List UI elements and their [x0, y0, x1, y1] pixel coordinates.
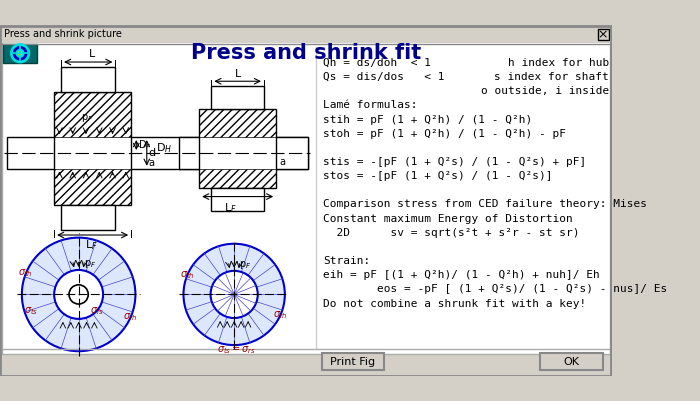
Text: L: L: [234, 69, 241, 79]
Text: L$_F$: L$_F$: [85, 239, 98, 252]
Circle shape: [11, 45, 29, 62]
Text: eih = pF [(1 + Q²h)/ (1 - Q²h) + nuh]/ Eh: eih = pF [(1 + Q²h)/ (1 - Q²h) + nuh]/ E…: [323, 270, 600, 280]
Bar: [0, 25, 612, 43]
Text: D$_H$: D$_H$: [155, 142, 172, 156]
Text: stoh = pF (1 + Q²h) / (1 - Q²h) - pF: stoh = pF (1 + Q²h) / (1 - Q²h) - pF: [323, 129, 566, 139]
Text: Press and shrink fit: Press and shrink fit: [190, 43, 421, 63]
Text: L$_F$: L$_F$: [224, 201, 237, 215]
Text: stih = pF (1 + Q²h) / (1 - Q²h): stih = pF (1 + Q²h) / (1 - Q²h): [323, 115, 533, 124]
Text: p$_F$: p$_F$: [84, 259, 96, 270]
Text: D$_F$: D$_F$: [138, 138, 152, 152]
Bar: [211, 188, 264, 211]
Text: $\sigma_{rs}$: $\sigma_{rs}$: [90, 306, 104, 318]
Text: Qh = ds/doh  < 1: Qh = ds/doh < 1: [323, 58, 431, 68]
Text: h index for hub: h index for hub: [508, 58, 609, 68]
Bar: [321, 353, 384, 371]
Text: Strain:: Strain:: [323, 256, 370, 266]
Bar: [179, 137, 309, 168]
Text: Constant maximum Energy of Distortion: Constant maximum Energy of Distortion: [323, 214, 573, 224]
Text: OK: OK: [564, 357, 580, 367]
Text: o outside, i inside: o outside, i inside: [481, 86, 609, 96]
Text: L: L: [89, 49, 95, 59]
Text: p$_F$: p$_F$: [239, 259, 252, 271]
Circle shape: [17, 50, 24, 57]
Circle shape: [211, 271, 258, 318]
Bar: [7, 137, 309, 168]
Text: $\sigma_{rh}$: $\sigma_{rh}$: [272, 309, 288, 321]
Bar: [61, 67, 116, 92]
Text: a: a: [279, 157, 286, 167]
Text: Press and shrink picture: Press and shrink picture: [4, 29, 122, 39]
Text: $\sigma_{ts}$: $\sigma_{ts}$: [24, 306, 38, 318]
Bar: [54, 92, 131, 205]
Bar: [211, 87, 264, 109]
Circle shape: [69, 285, 88, 304]
Text: s index for shaft: s index for shaft: [494, 72, 609, 82]
Text: Do not combine a shrunk fit with a key!: Do not combine a shrunk fit with a key!: [323, 298, 587, 308]
Text: Qs = dis/dos   < 1: Qs = dis/dos < 1: [323, 72, 444, 82]
Bar: [4, 44, 36, 63]
Circle shape: [22, 238, 135, 351]
Bar: [598, 29, 609, 40]
Text: $\sigma_{th}$: $\sigma_{th}$: [180, 269, 195, 281]
Text: ×: ×: [598, 28, 608, 41]
Circle shape: [183, 244, 285, 345]
Circle shape: [54, 270, 103, 319]
Text: 2D      sv = sqrt(s²t + s²r - st sr): 2D sv = sqrt(s²t + s²r - st sr): [323, 228, 580, 238]
Bar: [61, 205, 116, 230]
Text: p$_F$: p$_F$: [81, 112, 94, 124]
Text: Lamé formulas:: Lamé formulas:: [323, 100, 418, 110]
Text: $\sigma_{rh}$: $\sigma_{rh}$: [123, 311, 138, 323]
Bar: [199, 168, 276, 188]
Bar: [199, 109, 276, 188]
Bar: [199, 109, 276, 137]
Text: stos = -[pF (1 + Q²s) / (1 - Q²s)]: stos = -[pF (1 + Q²s) / (1 - Q²s)]: [323, 171, 553, 181]
Text: eos = -pF [ (1 + Q²s)/ (1 - Q²s) - nus]/ Es: eos = -pF [ (1 + Q²s)/ (1 - Q²s) - nus]/…: [323, 284, 668, 294]
Text: Comparison stress from CED failure theory: Mises: Comparison stress from CED failure theor…: [323, 199, 648, 209]
Text: stis = -[pF (1 + Q²s) / (1 - Q²s) + pF]: stis = -[pF (1 + Q²s) / (1 - Q²s) + pF]: [323, 157, 587, 167]
Text: $\sigma_{ts} = \sigma_{rs}$: $\sigma_{ts} = \sigma_{rs}$: [217, 344, 256, 356]
Bar: [54, 168, 131, 205]
Text: a: a: [148, 158, 155, 168]
Bar: [54, 92, 131, 137]
Text: $\sigma_{th}$: $\sigma_{th}$: [18, 267, 33, 279]
Bar: [540, 353, 603, 371]
Text: Print Fig: Print Fig: [330, 357, 375, 367]
Text: d: d: [148, 148, 155, 158]
